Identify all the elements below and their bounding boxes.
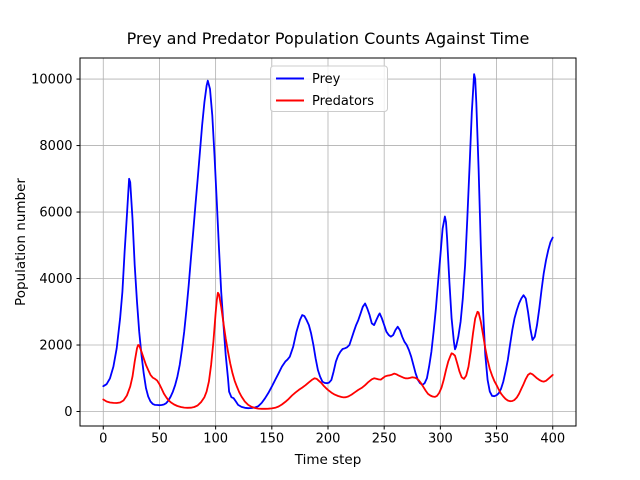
x-tick-label: 250 (372, 432, 397, 447)
series-layer (102, 73, 554, 410)
x-tick-label: 300 (428, 432, 453, 447)
y-tick-label: 8000 (39, 139, 72, 154)
y-tick-label: 6000 (39, 206, 72, 221)
y-tick-label: 0 (64, 405, 72, 420)
x-tick-label: 400 (540, 432, 565, 447)
y-tick-label: 4000 (39, 272, 72, 287)
prey-line (102, 73, 554, 410)
y-axis-label: Population number (13, 178, 29, 306)
y-tick-label: 2000 (39, 339, 72, 354)
x-tick-label: 200 (316, 432, 341, 447)
x-tick-label: 350 (484, 432, 509, 447)
x-tick-label: 0 (99, 432, 107, 447)
legend: Prey Predators (270, 65, 388, 112)
predators-line (102, 291, 554, 410)
x-axis-label: Time step (294, 452, 362, 468)
chart-title: Prey and Predator Population Counts Agai… (127, 29, 530, 48)
x-tick-label: 50 (151, 432, 168, 447)
legend-label-prey: Prey (312, 72, 341, 87)
x-tick-label: 150 (259, 432, 284, 447)
axes-layer: 0 50 100 150 200 250 300 350 4000200040006000800… (31, 57, 577, 447)
grid-layer (80, 58, 576, 426)
legend-label-predators: Predators (312, 94, 374, 109)
y-tick-label: 10000 (31, 73, 72, 88)
x-tick-label: 100 (203, 432, 228, 447)
